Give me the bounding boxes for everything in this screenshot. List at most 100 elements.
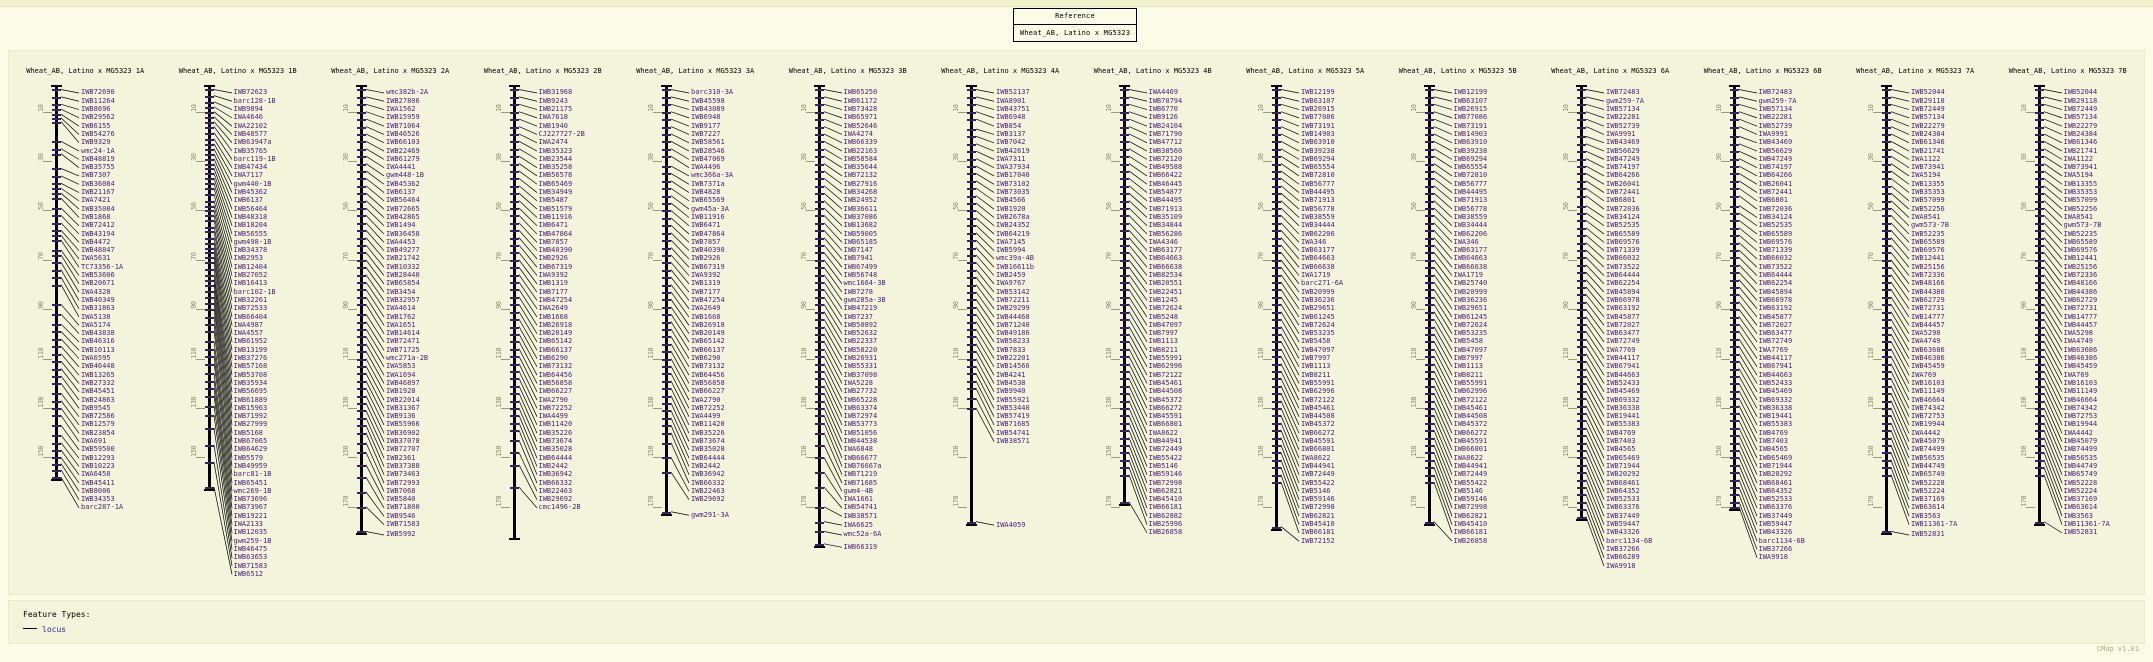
locus-label[interactable]: IWB35323 bbox=[538, 146, 573, 155]
locus-tick[interactable] bbox=[52, 198, 61, 200]
locus-tick[interactable] bbox=[1424, 378, 1434, 380]
locus-tick[interactable] bbox=[1119, 201, 1129, 203]
locus-tick[interactable] bbox=[204, 139, 214, 141]
locus-label[interactable]: IWB63374 bbox=[843, 403, 878, 412]
locus-label[interactable]: IWB52256 bbox=[2063, 204, 2098, 213]
locus-label[interactable]: IWA4499 bbox=[538, 412, 569, 421]
locus-label[interactable]: wmc271a-2B bbox=[386, 354, 429, 363]
locus-tick[interactable] bbox=[52, 450, 61, 452]
locus-label[interactable]: IWB35765 bbox=[233, 146, 268, 155]
locus-tick[interactable] bbox=[2034, 267, 2044, 269]
locus-tick[interactable] bbox=[1729, 507, 1739, 509]
locus-tick[interactable] bbox=[967, 97, 976, 99]
locus-label[interactable]: IWB48318 bbox=[233, 212, 268, 221]
locus-label[interactable]: IWB53773 bbox=[843, 420, 878, 429]
locus-label[interactable]: IWB42865 bbox=[386, 212, 420, 221]
locus-label[interactable]: IWB3454 bbox=[386, 287, 416, 296]
locus-label[interactable]: IWA37934 bbox=[996, 163, 1030, 172]
locus-tick[interactable] bbox=[967, 129, 976, 131]
locus-label[interactable]: gwm4-4B bbox=[843, 486, 874, 495]
locus-tick[interactable] bbox=[1577, 346, 1586, 348]
locus-label[interactable]: IWB58220 bbox=[843, 345, 878, 354]
locus-tick[interactable] bbox=[1424, 408, 1434, 410]
locus-tick[interactable] bbox=[814, 238, 824, 240]
locus-label[interactable]: IWB47097 bbox=[1148, 320, 1183, 329]
locus-tick[interactable] bbox=[204, 107, 214, 109]
locus-tick[interactable] bbox=[509, 465, 519, 467]
locus-tick[interactable] bbox=[1119, 502, 1129, 504]
locus-label[interactable]: IWB57134 bbox=[2063, 113, 2098, 122]
locus-tick[interactable] bbox=[1424, 104, 1434, 106]
locus-tick[interactable] bbox=[52, 262, 61, 264]
locus-label[interactable]: IWA1122 bbox=[2063, 154, 2094, 163]
locus-label[interactable]: IWB56535 bbox=[2063, 453, 2098, 462]
locus-label[interactable]: IWB1319 bbox=[691, 279, 721, 288]
locus-label[interactable]: IWA2133 bbox=[233, 520, 264, 529]
locus-tick[interactable] bbox=[1882, 208, 1891, 210]
locus-label[interactable]: IWB73463 bbox=[386, 470, 420, 479]
locus-label[interactable]: IWB72027 bbox=[1758, 320, 1793, 329]
locus-label[interactable]: IWB72449 bbox=[2063, 105, 2098, 114]
locus-label[interactable]: IWB7042 bbox=[996, 138, 1026, 147]
locus-tick[interactable] bbox=[204, 220, 214, 222]
locus-tick[interactable] bbox=[1882, 164, 1891, 166]
locus-label[interactable]: IWB71685 bbox=[996, 420, 1030, 429]
locus-tick[interactable] bbox=[2034, 119, 2044, 121]
map-column-5b[interactable]: Wheat_AB, Latino x MG5323 5B 10 30 50 70 90 11… bbox=[1382, 51, 1535, 596]
locus-tick[interactable] bbox=[52, 369, 61, 371]
locus-tick[interactable] bbox=[662, 210, 671, 212]
chromosome-bar[interactable] bbox=[512, 85, 516, 539]
locus-label[interactable]: IWB16103 bbox=[2063, 378, 2098, 387]
locus-tick[interactable] bbox=[662, 119, 671, 121]
locus-label[interactable]: IWB18204 bbox=[233, 221, 268, 230]
chromosome-bar[interactable] bbox=[55, 85, 58, 480]
locus-label[interactable]: IWB8696 bbox=[81, 105, 111, 114]
locus-label[interactable]: IWB29118 bbox=[2063, 96, 2098, 105]
locus-tick[interactable] bbox=[509, 282, 519, 284]
locus-tick[interactable] bbox=[1577, 487, 1586, 489]
locus-label[interactable]: IWB36236 bbox=[1453, 295, 1488, 304]
locus-label[interactable]: IWB51579 bbox=[538, 204, 573, 213]
locus-tick[interactable] bbox=[1272, 156, 1281, 158]
locus-label[interactable]: IWA5174 bbox=[81, 320, 111, 329]
locus-tick[interactable] bbox=[967, 299, 976, 301]
locus-tick[interactable] bbox=[2034, 156, 2044, 158]
locus-label[interactable]: IWB22281 bbox=[1606, 113, 1640, 122]
locus-tick[interactable] bbox=[509, 378, 519, 380]
locus-label[interactable]: IWB55383 bbox=[1758, 420, 1793, 429]
locus-label[interactable]: IWB66638 bbox=[1148, 262, 1183, 271]
locus-tick[interactable] bbox=[2034, 522, 2044, 524]
locus-label[interactable]: IWB34124 bbox=[1606, 212, 1640, 221]
locus-label[interactable]: IWB26858 bbox=[1453, 536, 1488, 545]
locus-tick[interactable] bbox=[1119, 327, 1129, 329]
locus-label[interactable]: IWB72152 bbox=[1301, 536, 1335, 545]
locus-label[interactable]: IWB43838 bbox=[81, 329, 115, 338]
locus-tick[interactable] bbox=[1424, 119, 1434, 121]
locus-tick[interactable] bbox=[204, 112, 214, 114]
locus-label[interactable]: IWB66422 bbox=[1148, 171, 1183, 180]
locus-tick[interactable] bbox=[1882, 401, 1891, 403]
locus-label[interactable]: IWB52535 bbox=[1606, 221, 1640, 230]
locus-label[interactable]: IWA346 bbox=[1301, 237, 1327, 246]
locus-label[interactable]: IWA7618 bbox=[538, 113, 569, 122]
locus-label[interactable]: IWB47097 bbox=[1301, 345, 1335, 354]
locus-tick[interactable] bbox=[1119, 423, 1129, 425]
locus-tick[interactable] bbox=[1577, 206, 1586, 208]
locus-tick[interactable] bbox=[204, 89, 214, 91]
locus-tick[interactable] bbox=[1424, 289, 1434, 291]
locus-label[interactable]: IWB72441 bbox=[1758, 188, 1793, 197]
locus-label[interactable]: IWB54741 bbox=[996, 428, 1030, 437]
locus-tick[interactable] bbox=[1272, 193, 1281, 195]
locus-tick[interactable] bbox=[204, 117, 214, 119]
locus-label[interactable]: IWA5853 bbox=[386, 362, 416, 371]
locus-label[interactable]: IWB2459 bbox=[996, 271, 1026, 280]
locus-tick[interactable] bbox=[1577, 112, 1586, 114]
locus-tick[interactable] bbox=[1424, 238, 1434, 240]
locus-label[interactable]: IWB13199 bbox=[233, 345, 268, 354]
locus-label[interactable]: IWB22163 bbox=[843, 146, 878, 155]
locus-tick[interactable] bbox=[1424, 171, 1434, 173]
locus-label[interactable]: IWB63376 bbox=[1606, 503, 1640, 512]
locus-tick[interactable] bbox=[357, 97, 366, 99]
locus-label[interactable]: IWB62821 bbox=[1148, 486, 1183, 495]
locus-tick[interactable] bbox=[52, 304, 61, 306]
